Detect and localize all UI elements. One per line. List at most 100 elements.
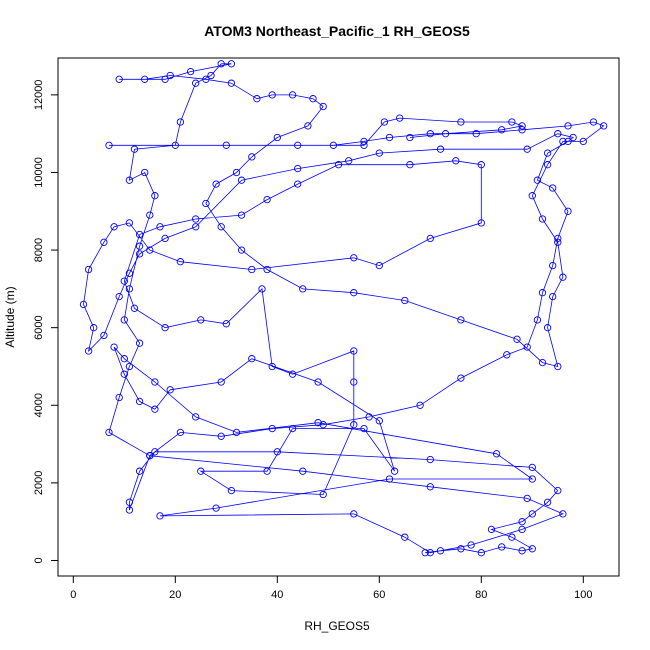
data-point [554, 486, 562, 495]
data-point [192, 223, 200, 231]
data-point [268, 424, 276, 433]
data-point [441, 130, 450, 138]
data-point [421, 549, 429, 557]
data-point [268, 362, 276, 371]
data-point [350, 510, 358, 518]
data-point [477, 549, 485, 557]
data-point [90, 324, 98, 332]
data-point [171, 141, 179, 149]
data-point [543, 149, 552, 157]
data-point [237, 211, 246, 219]
data-point [202, 75, 210, 83]
data-point [105, 428, 113, 437]
series-line [83, 63, 605, 554]
data-point [232, 168, 241, 177]
data-point [197, 467, 205, 475]
data-point [523, 494, 531, 503]
data-point [248, 265, 256, 274]
data-point [151, 448, 159, 456]
data-point [135, 397, 144, 406]
data-point [135, 230, 144, 239]
data-point [314, 419, 322, 427]
data-point [84, 265, 93, 274]
y-tick-label: 0 [33, 557, 45, 563]
data-point [166, 386, 174, 394]
data-point [564, 137, 572, 146]
data-point [600, 122, 608, 130]
data-point [543, 161, 552, 169]
data-point [564, 122, 572, 130]
data-point [528, 192, 536, 200]
y-tick-label: 12000 [33, 80, 45, 111]
data-point [426, 455, 434, 464]
data-point [498, 126, 506, 134]
data-point [135, 242, 144, 250]
data-point [472, 130, 480, 138]
data-point [161, 324, 169, 332]
data-point [518, 525, 526, 534]
data-point [538, 358, 547, 367]
data-point [248, 153, 256, 161]
data-point [350, 254, 358, 262]
data-point [141, 168, 149, 177]
data-point [554, 234, 562, 243]
data-point [523, 145, 531, 153]
data-point [212, 180, 220, 188]
data-point [217, 378, 225, 386]
data-point [589, 118, 598, 126]
data-point [569, 133, 577, 142]
data-point [212, 504, 220, 512]
data-point [554, 130, 562, 138]
data-point [314, 378, 322, 386]
data-point [401, 296, 409, 305]
data-point [258, 285, 266, 293]
data-point [125, 506, 134, 514]
data-point [151, 192, 159, 200]
data-point [396, 114, 404, 122]
data-point [564, 207, 572, 215]
data-point [426, 549, 434, 557]
data-point [549, 184, 557, 192]
data-point [156, 223, 164, 231]
x-axis: 0 20 40 60 80 100 [70, 575, 592, 601]
data-point [197, 316, 205, 324]
data-point [360, 137, 368, 146]
data-point [263, 265, 271, 274]
data-point [217, 432, 225, 440]
y-tick-label: 10000 [33, 157, 45, 188]
data-point [207, 71, 215, 80]
data-point [192, 413, 200, 421]
data-point [125, 176, 134, 184]
y-tick-label: 4000 [33, 393, 45, 417]
data-point [135, 339, 144, 347]
data-point [385, 133, 394, 142]
data-point [528, 475, 536, 483]
plot-frame [57, 57, 620, 577]
y-axis-label: Altitude (m) [3, 286, 17, 347]
data-point [467, 541, 475, 549]
data-point [457, 118, 465, 126]
chart-title: ATOM3 Northeast_Pacific_1 RH_GEOS5 [204, 23, 470, 39]
data-point [176, 428, 185, 437]
data-point [110, 223, 118, 231]
data-point [79, 300, 88, 309]
data-point [192, 79, 200, 87]
data-point [533, 176, 542, 184]
data-point [146, 211, 154, 219]
data-point [105, 141, 113, 149]
data-point [222, 320, 230, 328]
y-tick-label: 6000 [33, 315, 45, 339]
data-point [375, 149, 383, 157]
data-point [543, 498, 552, 506]
y-axis: 0 2000 4000 6000 8000 10000 12000 [33, 80, 59, 564]
data-point [299, 467, 307, 475]
data-point [135, 250, 144, 258]
data-point [508, 533, 516, 541]
data-point [523, 343, 531, 351]
data-point [232, 428, 241, 437]
data-point [319, 421, 327, 429]
data-point [385, 475, 394, 483]
data-point [345, 157, 353, 165]
data-point [125, 362, 134, 371]
x-tick-label: 40 [271, 589, 283, 601]
